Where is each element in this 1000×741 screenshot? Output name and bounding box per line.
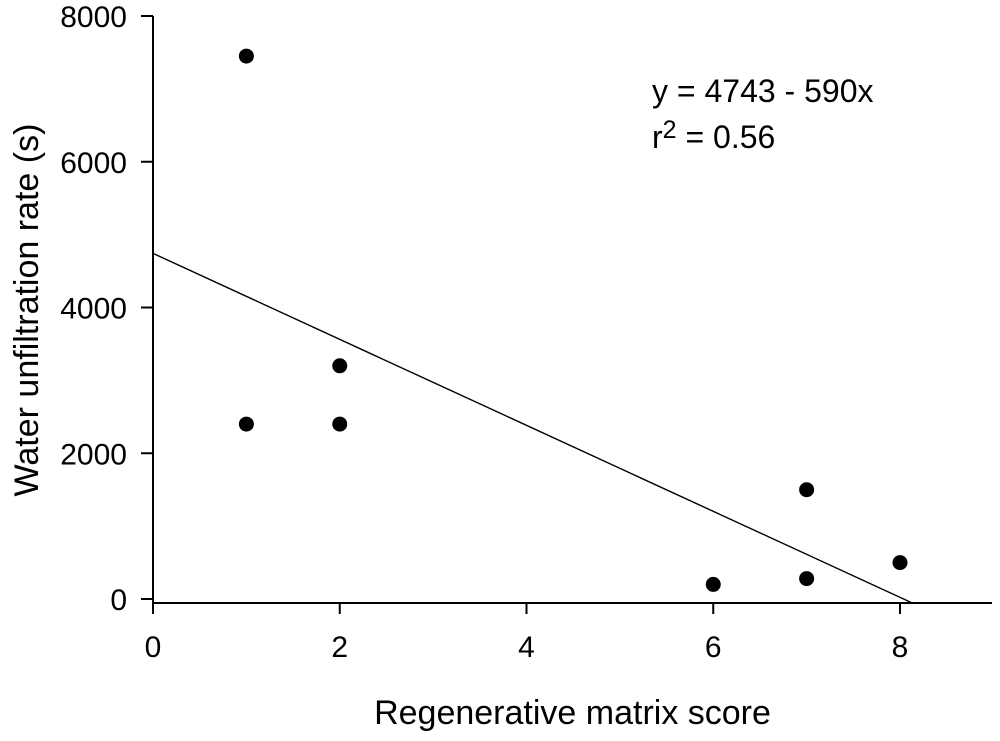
data-point bbox=[705, 576, 721, 592]
x-tick-label: 8 bbox=[892, 631, 909, 664]
r-squared-base: r bbox=[652, 119, 663, 155]
x-tick-label: 6 bbox=[705, 631, 722, 664]
y-tick-label: 8000 bbox=[60, 1, 127, 34]
r-squared-value: = 0.56 bbox=[676, 119, 776, 155]
trend-line bbox=[152, 252, 914, 604]
data-point bbox=[238, 48, 254, 64]
y-tick-label: 6000 bbox=[60, 147, 127, 180]
y-tick-label: 0 bbox=[110, 584, 127, 617]
data-point bbox=[799, 571, 815, 587]
y-axis-title: Water unfiltration rate (s) bbox=[8, 123, 46, 497]
data-point bbox=[238, 416, 254, 432]
data-point bbox=[332, 358, 348, 374]
x-tick-label: 2 bbox=[331, 631, 348, 664]
data-point bbox=[799, 482, 815, 498]
x-tick-label: 0 bbox=[145, 631, 162, 664]
r-squared-superscript: 2 bbox=[662, 115, 677, 144]
x-tick-label: 4 bbox=[518, 631, 535, 664]
y-tick-label: 4000 bbox=[60, 293, 127, 326]
regression-annotation: y = 4743 - 590x r2 = 0.56 bbox=[652, 68, 873, 163]
data-point bbox=[892, 555, 908, 571]
y-tick-label: 2000 bbox=[60, 438, 127, 471]
equation-text: y = 4743 - 590x bbox=[652, 73, 874, 109]
x-axis-title: Regenerative matrix score bbox=[374, 694, 771, 732]
data-point bbox=[332, 416, 348, 432]
r-squared-text: r2 = 0.56 bbox=[652, 114, 873, 163]
